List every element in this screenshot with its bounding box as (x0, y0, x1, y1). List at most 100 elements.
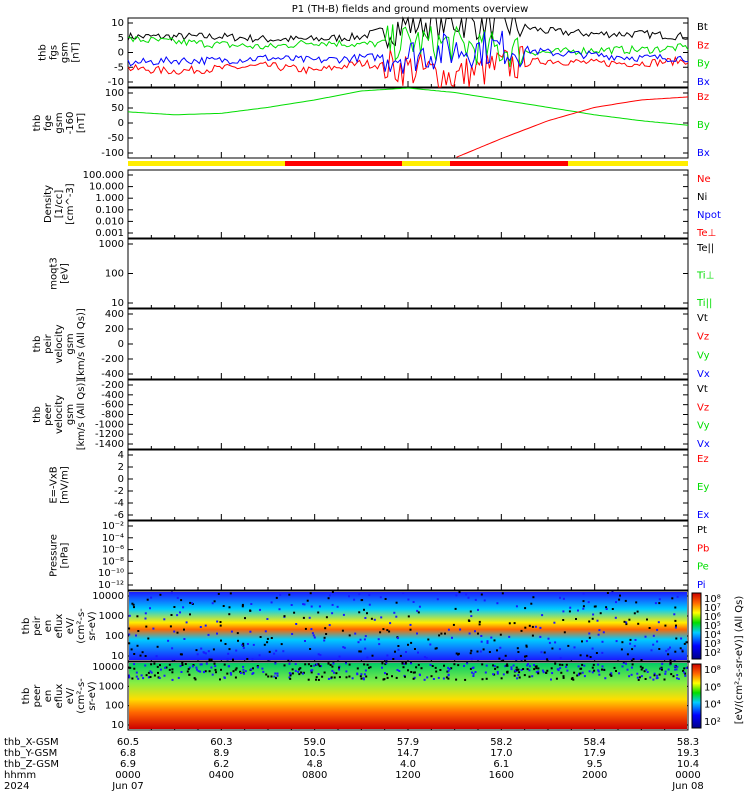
y-axis-label: en (43, 620, 54, 633)
legend-pi: Pi (697, 580, 706, 591)
y-axis-label: thb (38, 44, 49, 61)
x-tick-value: 58.3 (677, 737, 699, 748)
series-bz (127, 45, 689, 88)
mode-bar (128, 161, 688, 166)
y-tick-label: 100.000 (83, 170, 124, 181)
colorbar-tick-label: 10³ (704, 639, 721, 650)
y-axis-label: [nPa] (60, 542, 71, 568)
y-axis-label: en (43, 690, 54, 703)
mode-bar-segment (128, 161, 285, 166)
legend-bx: Bx (697, 77, 710, 88)
y-axis-label: gsm (65, 333, 76, 354)
mode-bar-segment (402, 161, 450, 166)
x-tick-value: 19.3 (677, 748, 699, 759)
y-tick-label: 10⁻⁴ (102, 533, 124, 544)
y-tick-label: 10 (111, 720, 124, 731)
colorbar (691, 592, 702, 660)
y-tick-label: 10 (111, 18, 124, 29)
y-axis-label: (cm²-s- (76, 608, 87, 644)
legend-by: By (697, 120, 710, 131)
y-axis-label: [nT] (71, 42, 82, 62)
y-tick-label: 10000 (92, 591, 124, 602)
panel-frame (127, 238, 689, 309)
y-axis-label: thb (21, 618, 32, 635)
panel-fge-gsm-160: thb fge gsm -160 [nT] 100 50 0 -50 -100 Bz By Bx (32, 87, 710, 159)
legend-ti: Ti|| (696, 298, 712, 309)
y-tick-label: -50 (108, 133, 124, 144)
x-row-label: thb_X-GSM (4, 737, 59, 748)
x-tick-value: 0400 (209, 770, 234, 781)
mode-bar-segment (568, 161, 688, 166)
y-axis-label: thb (21, 688, 32, 705)
y-axis-label: eflux (54, 614, 65, 639)
y-tick-label: 5 (118, 33, 124, 44)
y-tick-label: -800 (101, 410, 124, 421)
y-tick-label: -1200 (95, 429, 124, 440)
colorbar-tick-label: 10⁷ (704, 603, 721, 614)
legend-pb: Pb (697, 543, 709, 554)
y-axis-label: E=-VxB (49, 466, 60, 503)
legend-ti: Ti⊥ (696, 271, 714, 282)
legend-bt: Bt (697, 22, 708, 33)
y-tick-label: 10⁻¹⁰ (98, 568, 124, 579)
colorbar-tick-label: 10² (704, 717, 721, 728)
panel-frame (127, 169, 689, 239)
y-tick-label: -5 (114, 62, 124, 73)
y-axis-label: peer (43, 402, 54, 426)
y-axis-label: [eV] (60, 263, 71, 284)
colorbar-tick-label: 10⁴ (704, 630, 721, 641)
spectrogram-image (129, 663, 687, 729)
y-tick-label: -1000 (95, 419, 124, 430)
y-tick-label: 1.000 (95, 193, 124, 204)
colorbar-label: [eV/(cm²-s-sr-eV)] (All Qs) (734, 596, 745, 725)
y-tick-label: -200 (101, 354, 124, 365)
legend-vx: Vx (697, 439, 710, 450)
y-tick-label: 10⁻⁸ (102, 556, 124, 567)
x-tick-value: 6.8 (120, 748, 136, 759)
x-tick-value: 6.9 (120, 759, 136, 770)
y-tick-label: -2 (114, 486, 124, 497)
y-tick-label: 100 (105, 701, 124, 712)
y-tick-label: 0.100 (95, 205, 124, 216)
y-tick-label: 10000 (92, 662, 124, 673)
mode-bar-segment (450, 161, 568, 166)
figure-title: P1 (TH-B) fields and ground moments over… (292, 4, 529, 15)
legend-ni: Ni (697, 192, 707, 203)
panel-fgs-gsm: thb fgs gsm [nT] 10 5 0 -5 -10 Bt Bz By Bx (38, 16, 710, 88)
y-tick-label: 50 (111, 103, 124, 114)
y-tick-label: 0.010 (95, 216, 124, 227)
series-bx (127, 30, 689, 74)
legend-by: By (697, 59, 710, 70)
legend-bz: Bz (697, 92, 709, 103)
panel-frame (127, 661, 689, 731)
colorbar (691, 663, 702, 729)
legend-npot: Npot (697, 210, 721, 221)
y-tick-label: 4 (118, 450, 124, 461)
legend-vz: Vz (697, 402, 709, 413)
y-axis-label: gsm (54, 112, 65, 133)
y-axis-label: [cm^-3] (65, 183, 76, 224)
panel-frame (127, 449, 689, 521)
x-tick-value: 59.0 (304, 737, 326, 748)
x-tick-value: 58.4 (584, 737, 606, 748)
y-tick-label: -600 (101, 400, 124, 411)
colorbar-tick-label: 10² (704, 648, 721, 659)
x-tick-value: 60.3 (210, 737, 232, 748)
panel-peer-en-eflux: thb peer en eflux eV/(cm²-s-sr-eV) 10000 1000 1… (21, 661, 721, 731)
y-tick-label: 10.000 (89, 182, 124, 193)
y-axis-label: gsm (65, 404, 76, 425)
series-bz (456, 96, 689, 158)
y-tick-label: -1400 (95, 439, 124, 450)
colorbar-tick-label: 10⁶ (704, 612, 721, 623)
panel-efield: E=-VxB [mV/m] 420-2-4-6 Ez Ey Ex (49, 449, 709, 521)
y-tick-label: 10⁻² (102, 521, 124, 532)
x-tick-value: 0000 (675, 770, 700, 781)
colorbar-tick-label: 10⁶ (704, 682, 721, 693)
y-tick-label: -6 (114, 510, 124, 521)
colorbar-tick-label: 10⁸ (704, 594, 721, 605)
panel-frame (127, 520, 689, 591)
y-axis-label: thb (32, 115, 43, 132)
legend-vx: Vx (697, 369, 710, 380)
legend-bz: Bz (697, 40, 709, 51)
